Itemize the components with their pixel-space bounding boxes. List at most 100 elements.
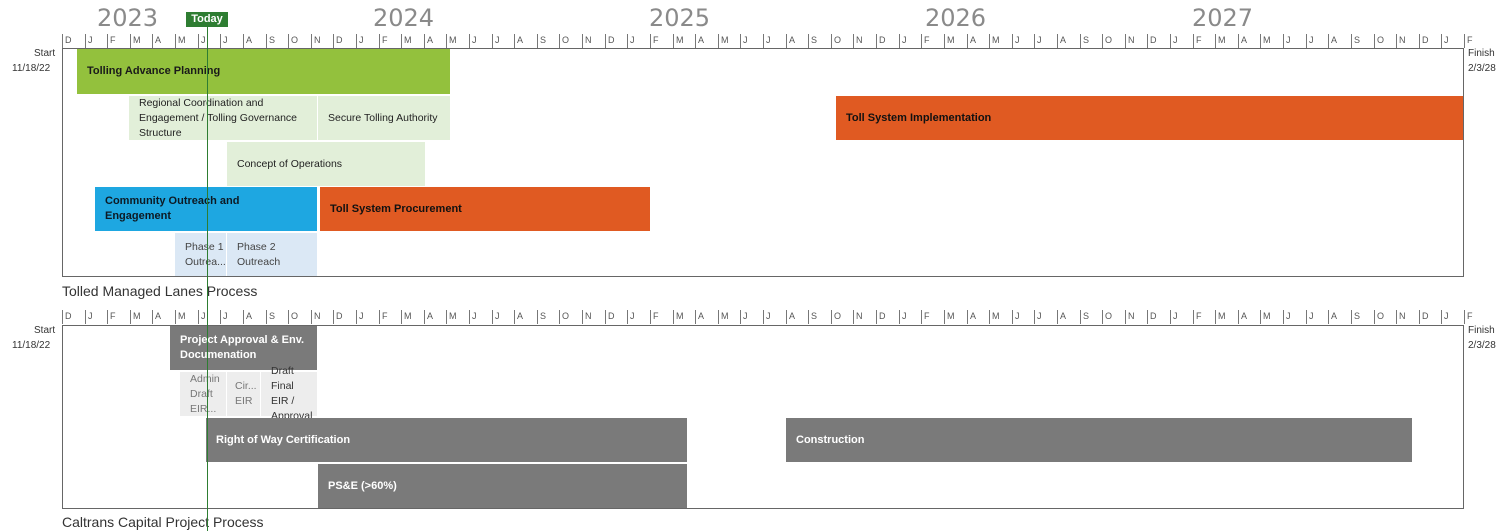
task-tolling-advance-planning[interactable]: Tolling Advance Planning bbox=[77, 49, 450, 94]
month-tick-label: S bbox=[811, 35, 818, 45]
month-tick-label: O bbox=[1377, 35, 1385, 45]
start-label: Start bbox=[34, 325, 56, 336]
task-concept-of-operations[interactable]: Concept of Operations bbox=[227, 142, 425, 186]
month-tick bbox=[1374, 310, 1375, 324]
month-tick-label: J bbox=[201, 311, 206, 321]
month-tick bbox=[1396, 310, 1397, 324]
month-tick-label: J bbox=[223, 35, 228, 45]
month-tick bbox=[401, 34, 402, 48]
month-tick-label: M bbox=[721, 311, 729, 321]
task-label: Toll System Implementation bbox=[846, 111, 992, 124]
month-tick bbox=[288, 310, 289, 324]
task-construction[interactable]: Construction bbox=[786, 418, 1412, 462]
month-tick-label: F bbox=[382, 35, 388, 45]
month-tick-label: J bbox=[743, 35, 748, 45]
task-community-outreach[interactable]: Community Outreach and Engagement bbox=[95, 187, 317, 231]
month-tick bbox=[1238, 34, 1239, 48]
month-tick-label: A bbox=[246, 35, 253, 45]
month-tick-label: O bbox=[291, 35, 299, 45]
task-right-of-way[interactable]: Right of Way Certification bbox=[206, 418, 687, 462]
month-tick-label: M bbox=[404, 311, 412, 321]
month-tick-label: S bbox=[269, 35, 276, 45]
month-tick-label: J bbox=[630, 311, 635, 321]
month-tick bbox=[424, 34, 425, 48]
month-tick bbox=[469, 34, 470, 48]
month-tick-label: J bbox=[495, 311, 500, 321]
month-tick-label: N bbox=[856, 35, 863, 45]
task-toll-system-procurement[interactable]: Toll System Procurement bbox=[320, 187, 650, 231]
task-draft-final-eir[interactable]: Draft Final EIR / Approval bbox=[261, 365, 317, 422]
month-tick-label: F bbox=[110, 311, 116, 321]
month-tick bbox=[1193, 34, 1194, 48]
month-tick bbox=[718, 34, 719, 48]
month-tick bbox=[605, 310, 606, 324]
today-marker-label[interactable]: Today bbox=[186, 12, 228, 27]
month-tick-label: A bbox=[789, 311, 796, 321]
task-secure-tolling-authority[interactable]: Secure Tolling Authority bbox=[318, 96, 450, 140]
month-tick-label: M bbox=[947, 311, 955, 321]
task-label: PS&E (>60%) bbox=[328, 479, 397, 492]
month-tick bbox=[627, 310, 628, 324]
month-tick bbox=[152, 310, 153, 324]
section-title-caltrans: Caltrans Capital Project Process bbox=[62, 514, 264, 530]
task-cir-eir[interactable]: Cir... EIR bbox=[227, 372, 260, 416]
section-title-tolled: Tolled Managed Lanes Process bbox=[62, 283, 258, 299]
month-tick bbox=[1080, 34, 1081, 48]
month-tick bbox=[220, 310, 221, 324]
month-tick bbox=[152, 34, 153, 48]
task-regional-coordination[interactable]: Regional Coordination and Engagement / T… bbox=[129, 96, 317, 140]
month-tick bbox=[921, 34, 922, 48]
month-tick bbox=[1328, 34, 1329, 48]
month-tick bbox=[62, 34, 63, 48]
month-tick bbox=[401, 310, 402, 324]
month-tick bbox=[1193, 310, 1194, 324]
month-tick-label: J bbox=[1309, 35, 1314, 45]
month-tick bbox=[424, 310, 425, 324]
task-phase1-outreach[interactable]: Phase 1 Outrea... bbox=[175, 233, 226, 276]
month-tick bbox=[944, 310, 945, 324]
month-tick-label: S bbox=[1354, 311, 1361, 321]
month-tick-label: F bbox=[1196, 311, 1202, 321]
task-label: Phase 1 Outrea... bbox=[185, 240, 226, 268]
month-tick bbox=[944, 34, 945, 48]
month-tick-label: S bbox=[1354, 35, 1361, 45]
month-tick bbox=[831, 310, 832, 324]
month-tick bbox=[559, 310, 560, 324]
month-tick-label: M bbox=[133, 35, 141, 45]
month-tick bbox=[356, 310, 357, 324]
month-tick bbox=[107, 310, 108, 324]
month-tick bbox=[1464, 34, 1465, 48]
finish-label: Finish bbox=[1468, 48, 1495, 59]
task-pse[interactable]: PS&E (>60%) bbox=[318, 464, 687, 508]
month-tick-label: A bbox=[155, 35, 162, 45]
month-tick bbox=[514, 310, 515, 324]
month-tick-label: A bbox=[517, 35, 524, 45]
month-tick bbox=[989, 34, 990, 48]
task-label: Community Outreach and Engagement bbox=[105, 195, 240, 222]
month-tick-label: M bbox=[449, 311, 457, 321]
month-tick bbox=[1147, 310, 1148, 324]
month-tick-label: A bbox=[155, 311, 162, 321]
month-tick bbox=[175, 34, 176, 48]
month-tick-label: S bbox=[1083, 35, 1090, 45]
month-tick bbox=[1306, 34, 1307, 48]
month-tick-label: J bbox=[630, 35, 635, 45]
task-toll-system-implementation[interactable]: Toll System Implementation bbox=[836, 96, 1463, 140]
month-tick bbox=[62, 310, 63, 324]
month-tick-label: J bbox=[1037, 311, 1042, 321]
year-label-2025: 2025 bbox=[649, 4, 711, 32]
task-admin-draft-eir[interactable]: Admin Draft EIR... bbox=[180, 372, 226, 416]
month-tick bbox=[559, 34, 560, 48]
task-project-approval[interactable]: Project Approval & Env. Documenation bbox=[170, 326, 317, 370]
month-tick-label: D bbox=[65, 311, 72, 321]
month-tick-label: A bbox=[1241, 35, 1248, 45]
month-tick-label: J bbox=[359, 35, 364, 45]
month-tick bbox=[1306, 310, 1307, 324]
month-tick bbox=[695, 34, 696, 48]
month-tick bbox=[967, 34, 968, 48]
month-tick bbox=[446, 34, 447, 48]
month-tick bbox=[266, 34, 267, 48]
task-label: Cir... EIR bbox=[235, 380, 257, 407]
finish-date: 2/3/28 bbox=[1468, 63, 1496, 74]
task-phase2-outreach[interactable]: Phase 2 Outreach bbox=[227, 233, 317, 276]
